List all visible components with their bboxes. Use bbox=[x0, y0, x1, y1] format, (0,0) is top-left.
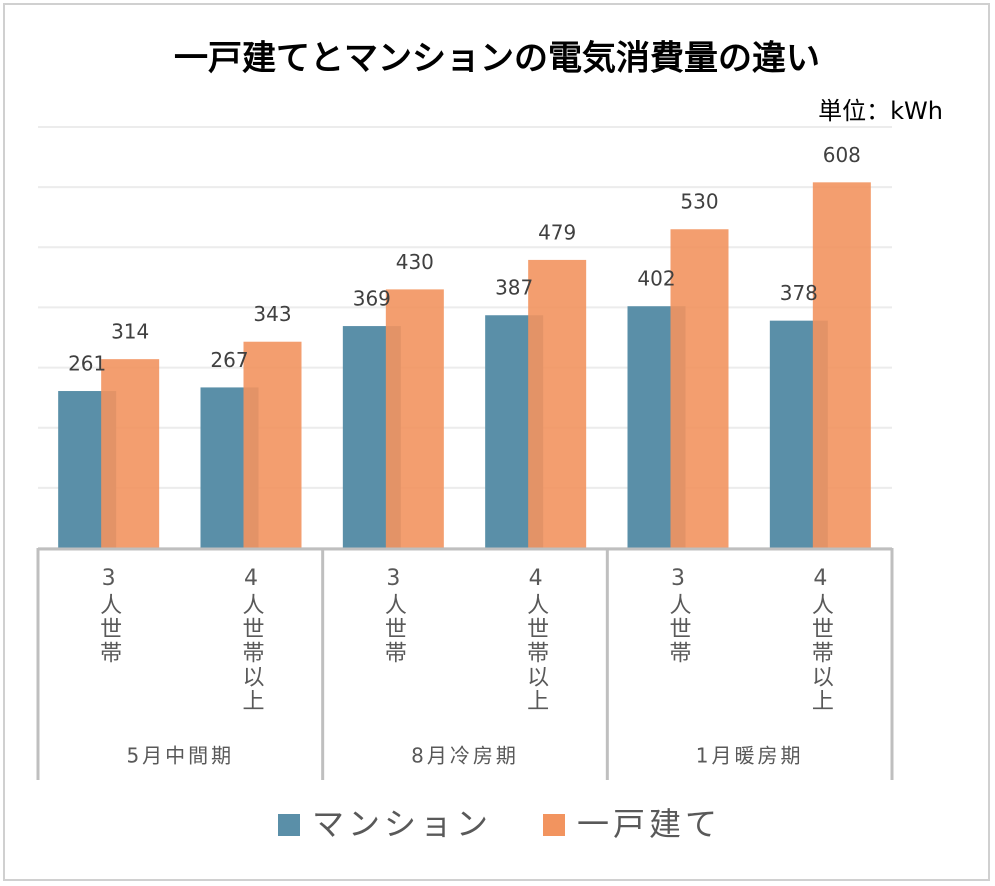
value-label: 261 bbox=[68, 352, 106, 376]
group-label: 5月中間期 bbox=[126, 744, 234, 768]
group-label: 1月暖房期 bbox=[696, 744, 804, 768]
x-tick-label: 4人世帯以上 bbox=[523, 566, 549, 713]
value-label: 608 bbox=[823, 143, 861, 167]
value-label: 479 bbox=[538, 220, 576, 244]
value-label: 530 bbox=[680, 190, 718, 214]
legend-swatch bbox=[278, 814, 300, 836]
bar bbox=[243, 341, 302, 548]
x-tick-label: 3人世帯 bbox=[96, 566, 122, 665]
x-tick-label: 3人世帯 bbox=[380, 566, 406, 665]
value-label: 387 bbox=[495, 276, 533, 300]
bar bbox=[812, 182, 871, 548]
x-tick-label: 4人世帯以上 bbox=[807, 566, 833, 713]
unit-label: 単位：kWh bbox=[818, 97, 943, 125]
x-tick-label: 3人世帯 bbox=[665, 566, 691, 665]
legend-label: 一戸建て bbox=[577, 805, 721, 843]
value-label: 267 bbox=[210, 348, 248, 372]
x-tick-label: 4人世帯以上 bbox=[238, 566, 264, 713]
value-label: 430 bbox=[396, 250, 434, 274]
bar bbox=[385, 289, 444, 548]
value-label: 343 bbox=[253, 302, 291, 326]
value-label: 378 bbox=[780, 281, 818, 305]
value-label: 369 bbox=[353, 287, 391, 311]
bar bbox=[670, 229, 729, 548]
value-label: 314 bbox=[111, 320, 149, 344]
bar bbox=[101, 359, 160, 548]
chart-title: 一戸建てとマンションの電気消費量の違い bbox=[174, 39, 820, 79]
legend-label: マンション bbox=[312, 805, 492, 843]
value-label: 402 bbox=[637, 267, 675, 291]
frame bbox=[3, 3, 990, 881]
bar bbox=[528, 259, 587, 548]
group-label: 8月冷房期 bbox=[411, 744, 519, 768]
legend-swatch bbox=[543, 814, 565, 836]
